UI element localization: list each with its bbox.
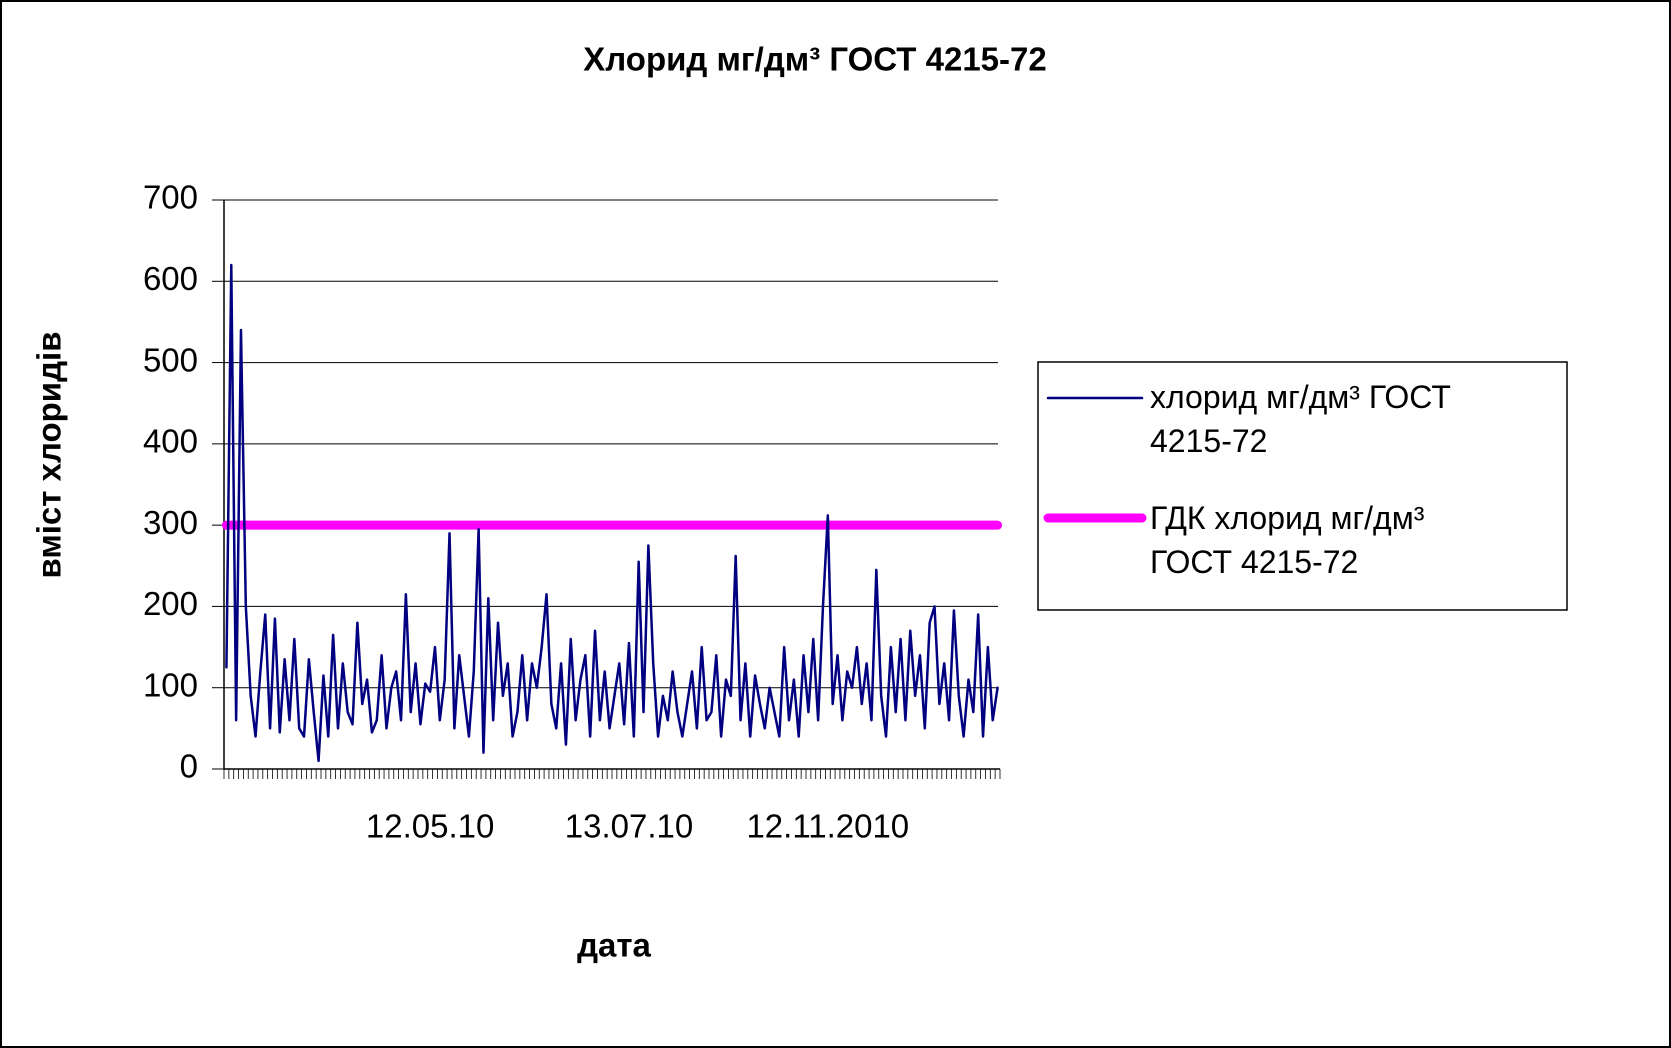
y-tick-label: 0 (180, 748, 198, 785)
x-tick-label: 13.07.10 (565, 808, 693, 845)
y-tick-label: 100 (143, 666, 198, 703)
y-tick-label: 500 (143, 341, 198, 378)
y-tick-label: 700 (143, 179, 198, 216)
legend-box (1037, 361, 1568, 611)
chart-title: Хлорид мг/дм³ ГОСТ 4215-72 (583, 41, 1046, 78)
series-line (225, 263, 999, 763)
legend-label: хлорид мг/дм³ ГОСТ 4215-72 (1150, 379, 1451, 459)
y-tick-label: 300 (143, 504, 198, 541)
y-tick-label: 600 (143, 260, 198, 297)
x-axis-title: дата (577, 927, 651, 964)
x-tick-label: 12.05.10 (366, 808, 494, 845)
y-tick-label: 200 (143, 585, 198, 622)
x-tick-label: 12.11.2010 (746, 808, 909, 845)
y-axis-title: вміст хлоридів (31, 331, 68, 578)
legend-label: ГДК хлорид мг/дм³ ГОСТ 4215-72 (1150, 500, 1425, 580)
y-tick-label: 400 (143, 423, 198, 460)
